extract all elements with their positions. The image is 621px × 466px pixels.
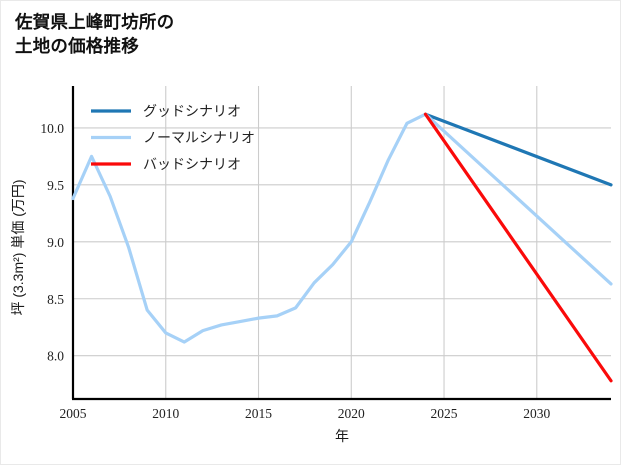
x-tick-label: 2025 (431, 406, 458, 421)
y-tick-label: 8.5 (47, 292, 64, 307)
data-series-group (71, 112, 613, 383)
series-line (71, 112, 613, 344)
x-axis-ticks: 2005 2010 2015 2020 2025 2030 (60, 406, 551, 421)
series-line (423, 112, 613, 187)
y-axis-label: 坪 (3.3m²) 単価 (万円) (10, 179, 26, 315)
y-tick-label: 9.5 (47, 178, 64, 193)
x-tick-label: 2010 (152, 406, 179, 421)
series-line (423, 112, 613, 383)
y-tick-label: 10.0 (40, 121, 64, 136)
page-title: 佐賀県上峰町坊所の 土地の価格推移 (15, 12, 175, 56)
legend-label: グッドシナリオ (143, 104, 241, 120)
x-tick-label: 2030 (523, 406, 550, 421)
legend-label: ノーマルシナリオ (143, 132, 255, 147)
x-axis-label: 年 (335, 428, 349, 444)
y-axis-ticks: 8.0 8.5 9.0 9.5 10.0 (40, 121, 64, 364)
x-tick-label: 2020 (338, 406, 365, 421)
x-tick-label: 2005 (60, 406, 87, 421)
x-tick-label: 2015 (245, 406, 272, 421)
legend-label: バッドシナリオ (143, 158, 241, 173)
y-tick-label: 9.0 (47, 235, 64, 250)
y-tick-label: 8.0 (47, 349, 64, 364)
